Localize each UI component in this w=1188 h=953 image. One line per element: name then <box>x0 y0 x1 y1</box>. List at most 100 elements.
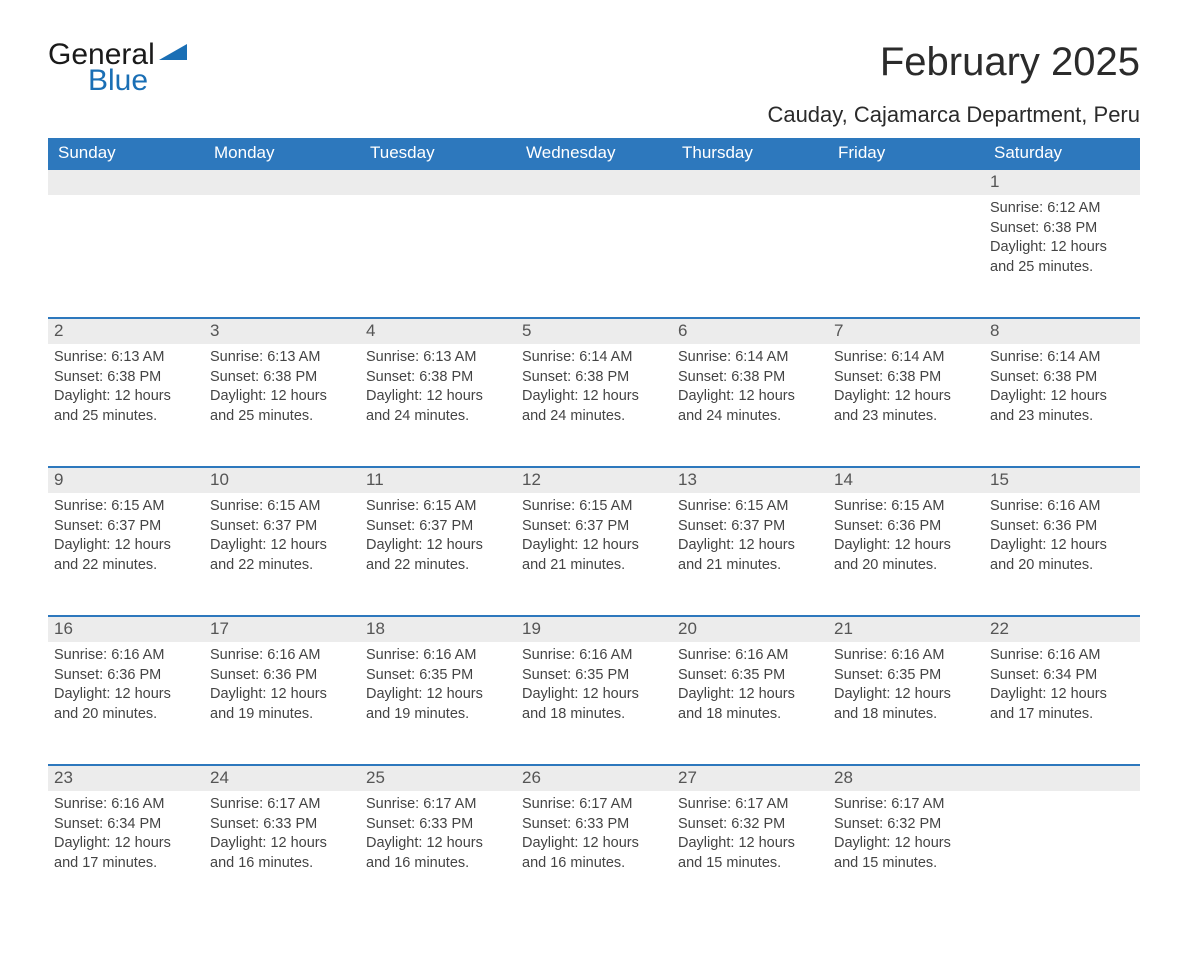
calendar-table: SundayMondayTuesdayWednesdayThursdayFrid… <box>48 138 1140 913</box>
day-dl2: and 22 minutes. <box>366 556 510 576</box>
day-body <box>360 195 516 317</box>
day-dl2: and 19 minutes. <box>210 705 354 725</box>
day-dl1: Daylight: 12 hours <box>834 834 978 854</box>
page-header: General Blue February 2025 <box>48 40 1140 96</box>
day-number-bar: 21 <box>828 617 984 642</box>
day-body: Sunrise: 6:14 AMSunset: 6:38 PMDaylight:… <box>516 344 672 466</box>
calendar-day-cell: 3Sunrise: 6:13 AMSunset: 6:38 PMDaylight… <box>204 318 360 467</box>
day-sunrise: Sunrise: 6:16 AM <box>990 646 1134 666</box>
calendar-day-cell <box>828 169 984 318</box>
day-sunset: Sunset: 6:32 PM <box>678 815 822 835</box>
day-sunset: Sunset: 6:35 PM <box>834 666 978 686</box>
day-sunset: Sunset: 6:37 PM <box>522 517 666 537</box>
day-number-bar: 5 <box>516 319 672 344</box>
day-number-bar: 28 <box>828 766 984 791</box>
day-number-bar: 14 <box>828 468 984 493</box>
day-number-bar: 24 <box>204 766 360 791</box>
calendar-day-cell: 26Sunrise: 6:17 AMSunset: 6:33 PMDayligh… <box>516 765 672 913</box>
calendar-day-cell <box>204 169 360 318</box>
day-sunrise: Sunrise: 6:14 AM <box>834 348 978 368</box>
day-number-bar: 18 <box>360 617 516 642</box>
day-number-bar <box>48 170 204 195</box>
day-dl1: Daylight: 12 hours <box>54 685 198 705</box>
day-body <box>828 195 984 317</box>
day-dl1: Daylight: 12 hours <box>990 536 1134 556</box>
day-sunrise: Sunrise: 6:16 AM <box>522 646 666 666</box>
day-dl1: Daylight: 12 hours <box>834 387 978 407</box>
calendar-day-cell: 2Sunrise: 6:13 AMSunset: 6:38 PMDaylight… <box>48 318 204 467</box>
day-dl1: Daylight: 12 hours <box>834 685 978 705</box>
day-sunset: Sunset: 6:36 PM <box>834 517 978 537</box>
day-number-bar: 11 <box>360 468 516 493</box>
calendar-day-cell: 23Sunrise: 6:16 AMSunset: 6:34 PMDayligh… <box>48 765 204 913</box>
day-dl2: and 25 minutes. <box>54 407 198 427</box>
calendar-week-row: 9Sunrise: 6:15 AMSunset: 6:37 PMDaylight… <box>48 467 1140 616</box>
day-dl2: and 19 minutes. <box>366 705 510 725</box>
day-dl1: Daylight: 12 hours <box>54 834 198 854</box>
calendar-day-cell: 24 Sunrise: 6:17 AMSunset: 6:33 PMDayligh… <box>204 765 360 913</box>
day-body: Sunrise: 6:15 AMSunset: 6:37 PMDaylight:… <box>48 493 204 615</box>
calendar-day-cell: 13Sunrise: 6:15 AMSunset: 6:37 PMDayligh… <box>672 467 828 616</box>
day-dl1: Daylight: 12 hours <box>522 834 666 854</box>
calendar-day-cell: 19Sunrise: 6:16 AMSunset: 6:35 PMDayligh… <box>516 616 672 765</box>
day-body: Sunrise: 6:15 AMSunset: 6:37 PMDaylight:… <box>204 493 360 615</box>
day-sunrise: Sunrise: 6:13 AM <box>366 348 510 368</box>
day-dl1: Daylight: 12 hours <box>678 387 822 407</box>
day-number-bar: 26 <box>516 766 672 791</box>
day-dl1: Daylight: 12 hours <box>54 387 198 407</box>
calendar-day-cell: 15Sunrise: 6:16 AMSunset: 6:36 PMDayligh… <box>984 467 1140 616</box>
calendar-day-cell <box>516 169 672 318</box>
calendar-day-cell: 10Sunrise: 6:15 AMSunset: 6:37 PMDayligh… <box>204 467 360 616</box>
day-number-bar: 22 <box>984 617 1140 642</box>
day-dl2: and 18 minutes. <box>522 705 666 725</box>
day-number-bar: 15 <box>984 468 1140 493</box>
day-dl2: and 25 minutes. <box>210 407 354 427</box>
day-body: Sunrise: 6:16 AMSunset: 6:35 PMDaylight:… <box>516 642 672 764</box>
day-sunset: Sunset: 6:33 PM <box>366 815 510 835</box>
day-sunset: Sunset: 6:37 PM <box>54 517 198 537</box>
calendar-day-cell <box>48 169 204 318</box>
day-dl2: and 17 minutes. <box>990 705 1134 725</box>
day-dl1: Daylight: 12 hours <box>522 536 666 556</box>
day-number-bar: 19 <box>516 617 672 642</box>
day-number-bar: 20 <box>672 617 828 642</box>
day-sunset: Sunset: 6:38 PM <box>834 368 978 388</box>
day-body: Sunrise: 6:14 AMSunset: 6:38 PMDaylight:… <box>672 344 828 466</box>
calendar-header-cell: Saturday <box>984 138 1140 169</box>
day-sunrise: Sunrise: 6:16 AM <box>834 646 978 666</box>
day-sunrise: Sunrise: 6:14 AM <box>678 348 822 368</box>
day-sunrise: Sunrise: 6:16 AM <box>990 497 1134 517</box>
day-number-bar <box>516 170 672 195</box>
calendar-day-cell: 17Sunrise: 6:16 AMSunset: 6:36 PMDayligh… <box>204 616 360 765</box>
day-dl1: Daylight: 12 hours <box>678 685 822 705</box>
calendar-header-cell: Friday <box>828 138 984 169</box>
page-title: February 2025 <box>880 40 1140 85</box>
calendar-header-cell: Thursday <box>672 138 828 169</box>
day-sunset: Sunset: 6:35 PM <box>678 666 822 686</box>
day-sunset: Sunset: 6:33 PM <box>210 815 354 835</box>
day-body: Sunrise: 6:16 AMSunset: 6:36 PMDaylight:… <box>204 642 360 764</box>
calendar-day-cell: 22Sunrise: 6:16 AMSunset: 6:34 PMDayligh… <box>984 616 1140 765</box>
day-sunrise: Sunrise: 6:17 AM <box>210 795 354 815</box>
day-dl2: and 24 minutes. <box>522 407 666 427</box>
day-body <box>984 791 1140 913</box>
day-number-bar: 2 <box>48 319 204 344</box>
day-body <box>516 195 672 317</box>
day-number-bar: 7 <box>828 319 984 344</box>
day-sunset: Sunset: 6:33 PM <box>522 815 666 835</box>
day-number-bar: 6 <box>672 319 828 344</box>
calendar-day-cell: 9Sunrise: 6:15 AMSunset: 6:37 PMDaylight… <box>48 467 204 616</box>
calendar-day-cell: 11Sunrise: 6:15 AMSunset: 6:37 PMDayligh… <box>360 467 516 616</box>
day-sunset: Sunset: 6:38 PM <box>366 368 510 388</box>
day-body: Sunrise: 6:16 AMSunset: 6:35 PMDaylight:… <box>360 642 516 764</box>
day-dl2: and 23 minutes. <box>990 407 1134 427</box>
day-dl1: Daylight: 12 hours <box>210 834 354 854</box>
day-sunset: Sunset: 6:35 PM <box>522 666 666 686</box>
day-number-bar: 1 <box>984 170 1140 195</box>
day-number-bar <box>360 170 516 195</box>
location-subtitle: Cauday, Cajamarca Department, Peru <box>48 102 1140 128</box>
calendar-day-cell <box>672 169 828 318</box>
day-dl1: Daylight: 12 hours <box>522 685 666 705</box>
day-body: Sunrise: 6:12 AMSunset: 6:38 PMDaylight:… <box>984 195 1140 317</box>
calendar-day-cell <box>984 765 1140 913</box>
